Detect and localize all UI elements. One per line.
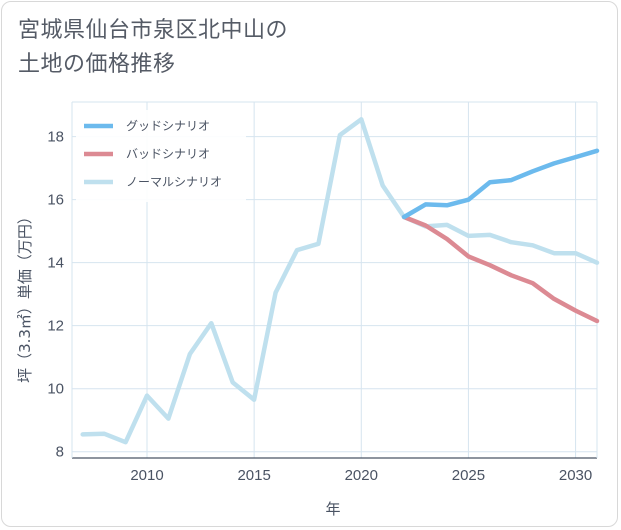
y-tick-label: 12 bbox=[47, 318, 64, 335]
legend-label-normal: ノーマルシナリオ bbox=[126, 175, 222, 189]
x-axis-label: 年 bbox=[325, 500, 340, 518]
series-line-bad bbox=[401, 214, 600, 324]
series-line-normal bbox=[80, 117, 600, 445]
x-tick-label: 2010 bbox=[130, 467, 163, 484]
y-axis-label: 坪（3.3㎡）単価（万円） bbox=[16, 209, 34, 383]
plot-frame bbox=[71, 101, 598, 459]
chart-title-line2: 土地の価格推移 bbox=[18, 52, 176, 77]
chart-title-line1: 宮城県仙台市泉区北中山の bbox=[18, 18, 289, 43]
tick-labels: 2010 2015 2020 2025 2030 8 10 12 14 16 18 bbox=[47, 129, 592, 484]
x-tick-label: 2030 bbox=[559, 467, 592, 484]
legend-label-good: グッドシナリオ bbox=[126, 119, 210, 133]
x-tick-label: 2025 bbox=[452, 467, 485, 484]
series-line-good bbox=[401, 148, 600, 220]
y-tick-label: 10 bbox=[47, 381, 64, 398]
legend-label-bad: バッドシナリオ bbox=[126, 147, 210, 161]
x-tick-label: 2015 bbox=[237, 467, 270, 484]
y-tick-label: 14 bbox=[47, 255, 64, 272]
y-tick-label: 8 bbox=[56, 444, 64, 461]
y-tick-label: 18 bbox=[47, 129, 64, 146]
series-lines bbox=[80, 117, 600, 445]
x-tick-label: 2020 bbox=[345, 467, 378, 484]
y-tick-label: 16 bbox=[47, 192, 64, 209]
chart-title: 宮城県仙台市泉区北中山の 土地の価格推移 bbox=[18, 14, 438, 82]
